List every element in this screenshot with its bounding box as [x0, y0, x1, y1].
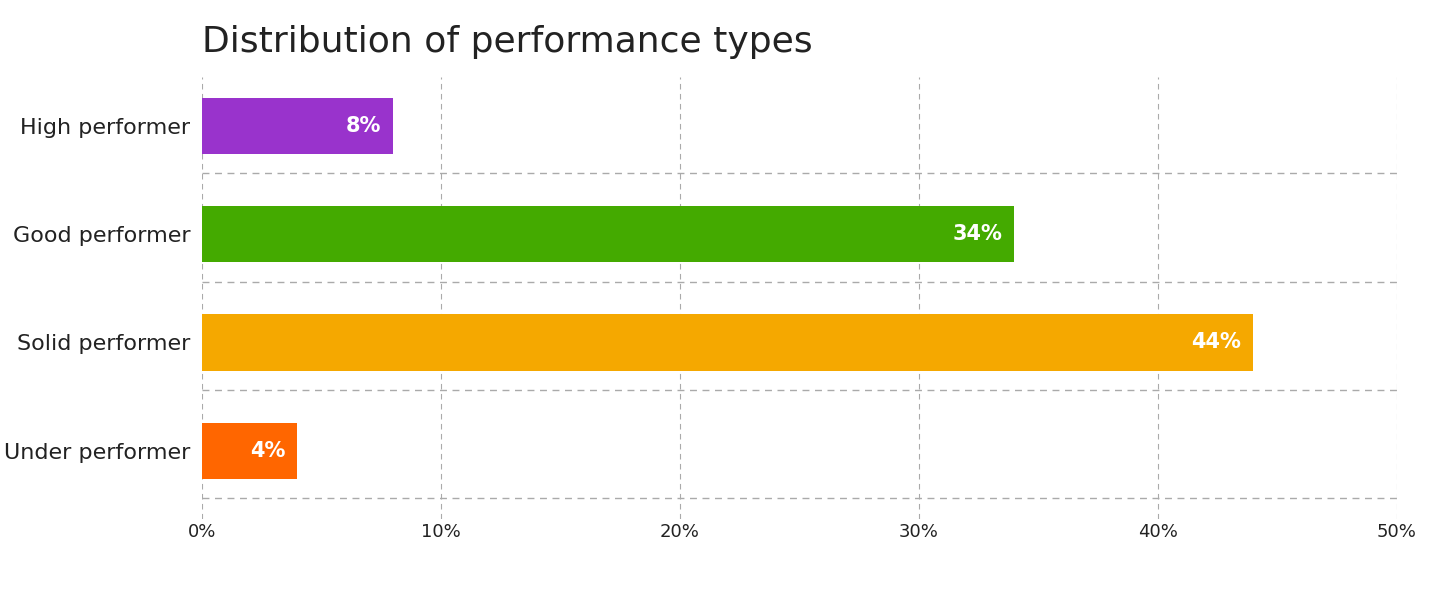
Text: 8%: 8% — [346, 116, 380, 136]
Text: Distribution of performance types: Distribution of performance types — [202, 26, 812, 60]
Bar — [202, 206, 1014, 262]
Text: 34%: 34% — [952, 224, 1002, 244]
Text: 44%: 44% — [1191, 333, 1241, 352]
Bar — [202, 98, 393, 154]
Text: 4%: 4% — [251, 441, 285, 461]
Bar — [202, 423, 297, 479]
Bar — [202, 314, 1253, 371]
